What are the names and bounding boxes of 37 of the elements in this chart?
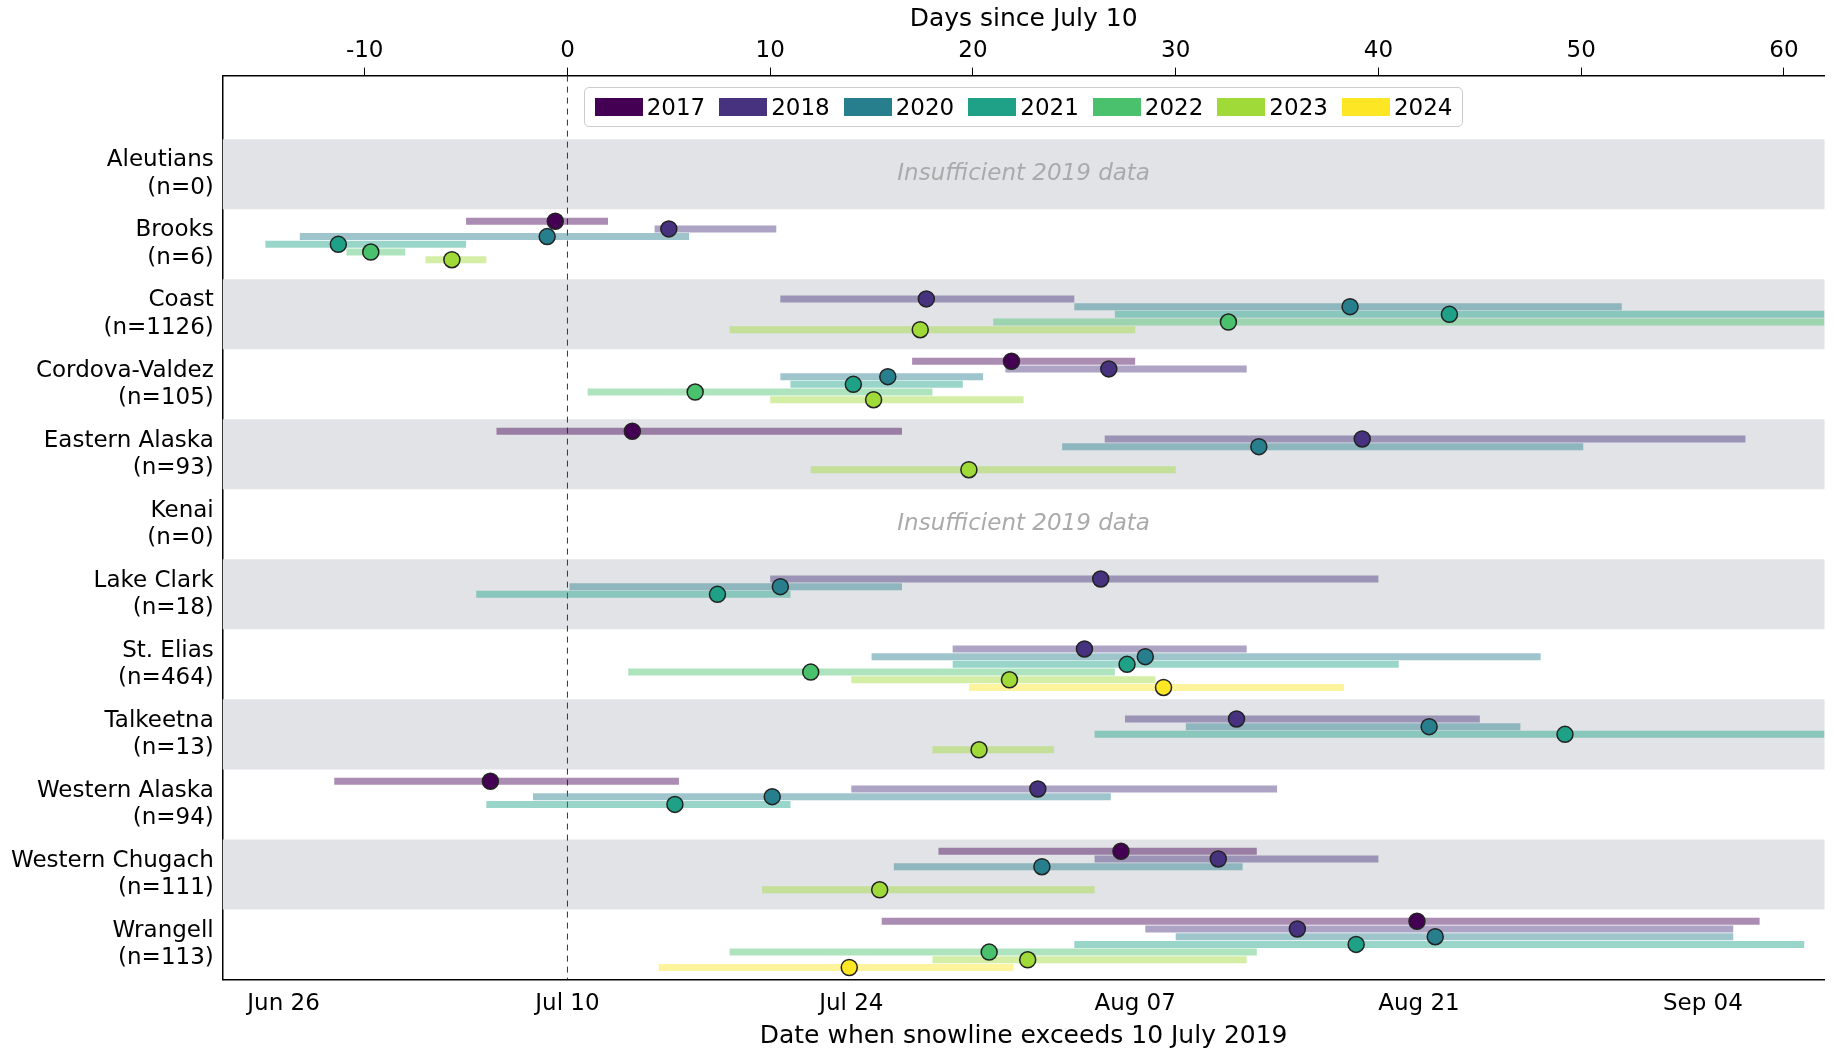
x-tick-label: Jul 10 [533, 989, 600, 1016]
x2-tick-label: 60 [1769, 35, 1799, 62]
x2-tick-label: 50 [1566, 35, 1596, 62]
legend-label: 2022 [1144, 94, 1204, 121]
y-tick-label: Talkeetna (n=13) [103, 705, 214, 760]
legend-label: 2017 [646, 94, 706, 121]
y-tick-label: Western Alaska (n=94) [36, 775, 214, 830]
y-tick-label: St. Elias (n=464) [118, 635, 214, 690]
y-tick-label: Lake Clark (n=18) [93, 565, 215, 620]
annotation: Insufficient 2019 data [897, 159, 1150, 186]
x-tick-label: Aug 21 [1378, 989, 1460, 1016]
x-axis-title: Date when snowline exceeds 10 July 2019 [759, 1019, 1288, 1049]
x-tick-label: Sep 04 [1662, 989, 1743, 1016]
legend-label: 2021 [1020, 94, 1079, 121]
x-tick-label: Jul 24 [817, 989, 884, 1016]
legend-label: 2023 [1269, 94, 1328, 121]
y-tick-label: Cordova-Valdez (n=105) [35, 355, 214, 410]
x-tick-label: Aug 07 [1094, 989, 1176, 1016]
legend-label: 2020 [895, 94, 955, 121]
x2-tick-label: 40 [1363, 35, 1394, 62]
x2-tick-label: 30 [1161, 35, 1191, 62]
y-tick-label: Western Chugach (n=111) [10, 845, 214, 900]
y-tick-label: Aleutians (n=0) [106, 145, 214, 200]
x-tick-label: Jun 26 [245, 989, 320, 1016]
y-tick-label: Brooks (n=6) [135, 215, 214, 270]
annotation: Insufficient 2019 data [897, 509, 1150, 536]
y-tick-label: Kenai (n=0) [147, 495, 214, 550]
x2-tick-label: -10 [345, 35, 384, 62]
x2-axis-title: Days since July 10 [909, 2, 1138, 32]
x2-tick-label: 20 [958, 35, 988, 62]
x2-tick-label: 10 [755, 35, 785, 62]
legend-label: 2024 [1393, 94, 1453, 121]
y-tick-label: Coast (n=1126) [103, 285, 214, 340]
legend-label: 2018 [771, 94, 830, 121]
x2-tick-label: 0 [560, 35, 575, 62]
y-tick-label: Wrangell (n=113) [112, 915, 214, 970]
y-tick-label: Eastern Alaska (n=93) [43, 425, 214, 480]
